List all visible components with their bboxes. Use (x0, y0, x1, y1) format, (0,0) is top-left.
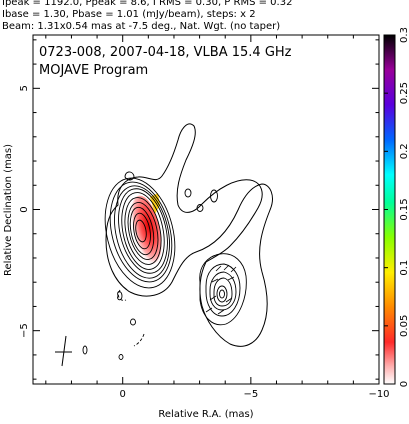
knot-contour-6 (219, 289, 225, 299)
y-axis-label: Relative Declination (mas) (3, 144, 14, 276)
axis-tick-labels: 0 −5 −10 −5 0 5 (19, 85, 390, 400)
knot-contour-3 (209, 271, 237, 311)
x-axis-label: Relative R.A. (mas) (158, 409, 253, 420)
header-line-1: Ipeak = 1192.0, Ppeak = 8.6, I RMS = 0.3… (2, 0, 293, 8)
colorbar-ticks: 0 0.05 0.1 0.15 0.2 0.25 0.3 (384, 27, 409, 387)
x-tick-label: −5 (243, 389, 258, 400)
core-contour-9 (133, 212, 151, 250)
knot-contour-2 (205, 263, 241, 317)
colorbar-tick-label: 0.25 (399, 82, 409, 104)
colorbar-tick-label: 0.15 (399, 198, 409, 220)
core-contour-2 (109, 181, 173, 283)
y-tick-label: 0 (19, 206, 30, 212)
y-tick-label: 5 (19, 85, 30, 91)
colorbar-tick-label: 0 (399, 381, 409, 387)
plot-subtitle: MOJAVE Program (39, 63, 148, 78)
core-contours (104, 177, 176, 289)
isolated-contours (82, 171, 218, 360)
colorbar-tick-label: 0.05 (399, 315, 409, 337)
x-tick-label: 0 (120, 389, 126, 400)
core-contour-5 (121, 192, 165, 270)
core-contour-3 (114, 185, 170, 279)
core-contour-8 (129, 206, 155, 256)
negative-contour (117, 289, 127, 301)
plot-frame (32, 34, 380, 385)
core-contour-6 (124, 197, 162, 265)
y-tick-label: −5 (19, 323, 30, 338)
colorbar-tick-label: 0.3 (399, 27, 409, 43)
beam-cross (55, 335, 72, 367)
header-line-3: Beam: 1.31x0.54 mas at -7.5 deg., Nat. W… (2, 21, 281, 32)
contour-layer (55, 123, 273, 367)
header-line-2: Ibase = 1.30, Pbase = 1.01 (mJy/beam), s… (2, 9, 256, 20)
knot-contours (199, 253, 247, 326)
polarization-vectors (205, 264, 237, 315)
core-contour-7 (127, 202, 159, 260)
knot-contour-1 (199, 253, 247, 326)
knot-contour-5 (216, 285, 228, 303)
colorbar-tick-label: 0.2 (399, 143, 409, 159)
colorbar-tick-label: 0.1 (399, 260, 409, 276)
knot-contour-4 (213, 277, 233, 307)
core-contour-10 (135, 219, 147, 243)
x-tick-label: −10 (368, 389, 389, 400)
core-contour-4 (118, 188, 168, 274)
plot-title: 0723-008, 2007-04-18, VLBA 15.4 GHz (39, 45, 292, 60)
axis-ticks (33, 35, 380, 384)
